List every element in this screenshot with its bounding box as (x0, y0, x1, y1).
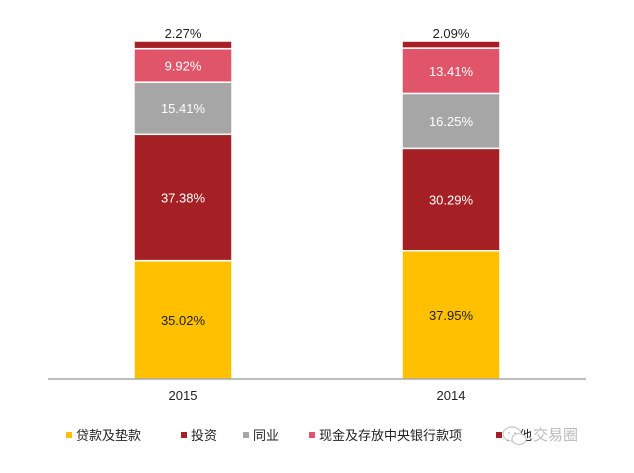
data-label-2014-4: 13.41% (429, 64, 474, 79)
legend-swatch-5 (496, 432, 502, 438)
legend: 贷款及垫款投资同业现金及存放中央银行款项其他 (66, 428, 532, 443)
legend-swatch-1 (66, 432, 72, 438)
bar-segment-2015-5 (133, 40, 233, 50)
bars-layer: 35.02% 37.38% 15.41% 9.92% 2.27% 37.95% 30.29%… (133, 26, 501, 380)
data-label-2015-4: 9.92% (165, 58, 202, 73)
legend-label-1: 贷款及垫款 (76, 428, 141, 443)
data-label-2014-3: 16.25% (429, 114, 474, 129)
wechat-icon (502, 426, 527, 446)
watermark: 交易圈 (502, 426, 578, 446)
bar-segment-2014-5 (401, 40, 501, 49)
bar-segment-2014-1 (401, 249, 501, 380)
bar-segment-2015-2 (133, 133, 233, 262)
data-label-2015-3: 15.41% (161, 101, 206, 116)
legend-label-2: 投资 (191, 428, 217, 443)
bar-segment-2014-4 (401, 47, 501, 95)
data-label-2015-5: 2.27% (165, 26, 202, 41)
data-label-2015-2: 37.38% (161, 190, 206, 205)
data-label-2015-1: 35.02% (161, 313, 206, 328)
legend-swatch-4 (309, 432, 315, 438)
legend-label-3: 同业 (253, 428, 279, 443)
watermark-text: 交易圈 (533, 426, 578, 444)
data-label-2014-2: 30.29% (429, 193, 474, 208)
x-tick-labels: 2015 2014 (169, 388, 466, 403)
bar-segment-2014-2 (401, 147, 501, 252)
x-tick-label-2014: 2014 (437, 388, 466, 403)
data-label-2014-5: 2.09% (433, 26, 470, 41)
x-tick-label-2015: 2015 (169, 388, 198, 403)
bar-segment-2015-1 (133, 259, 233, 380)
data-label-2014-1: 37.95% (429, 308, 474, 323)
legend-swatch-3 (243, 432, 249, 438)
legend-label-4: 现金及存放中央银行款项 (319, 428, 462, 443)
bar-segment-2015-4 (133, 47, 233, 83)
bar-segment-2014-3 (401, 92, 501, 150)
legend-swatch-2 (181, 432, 187, 438)
